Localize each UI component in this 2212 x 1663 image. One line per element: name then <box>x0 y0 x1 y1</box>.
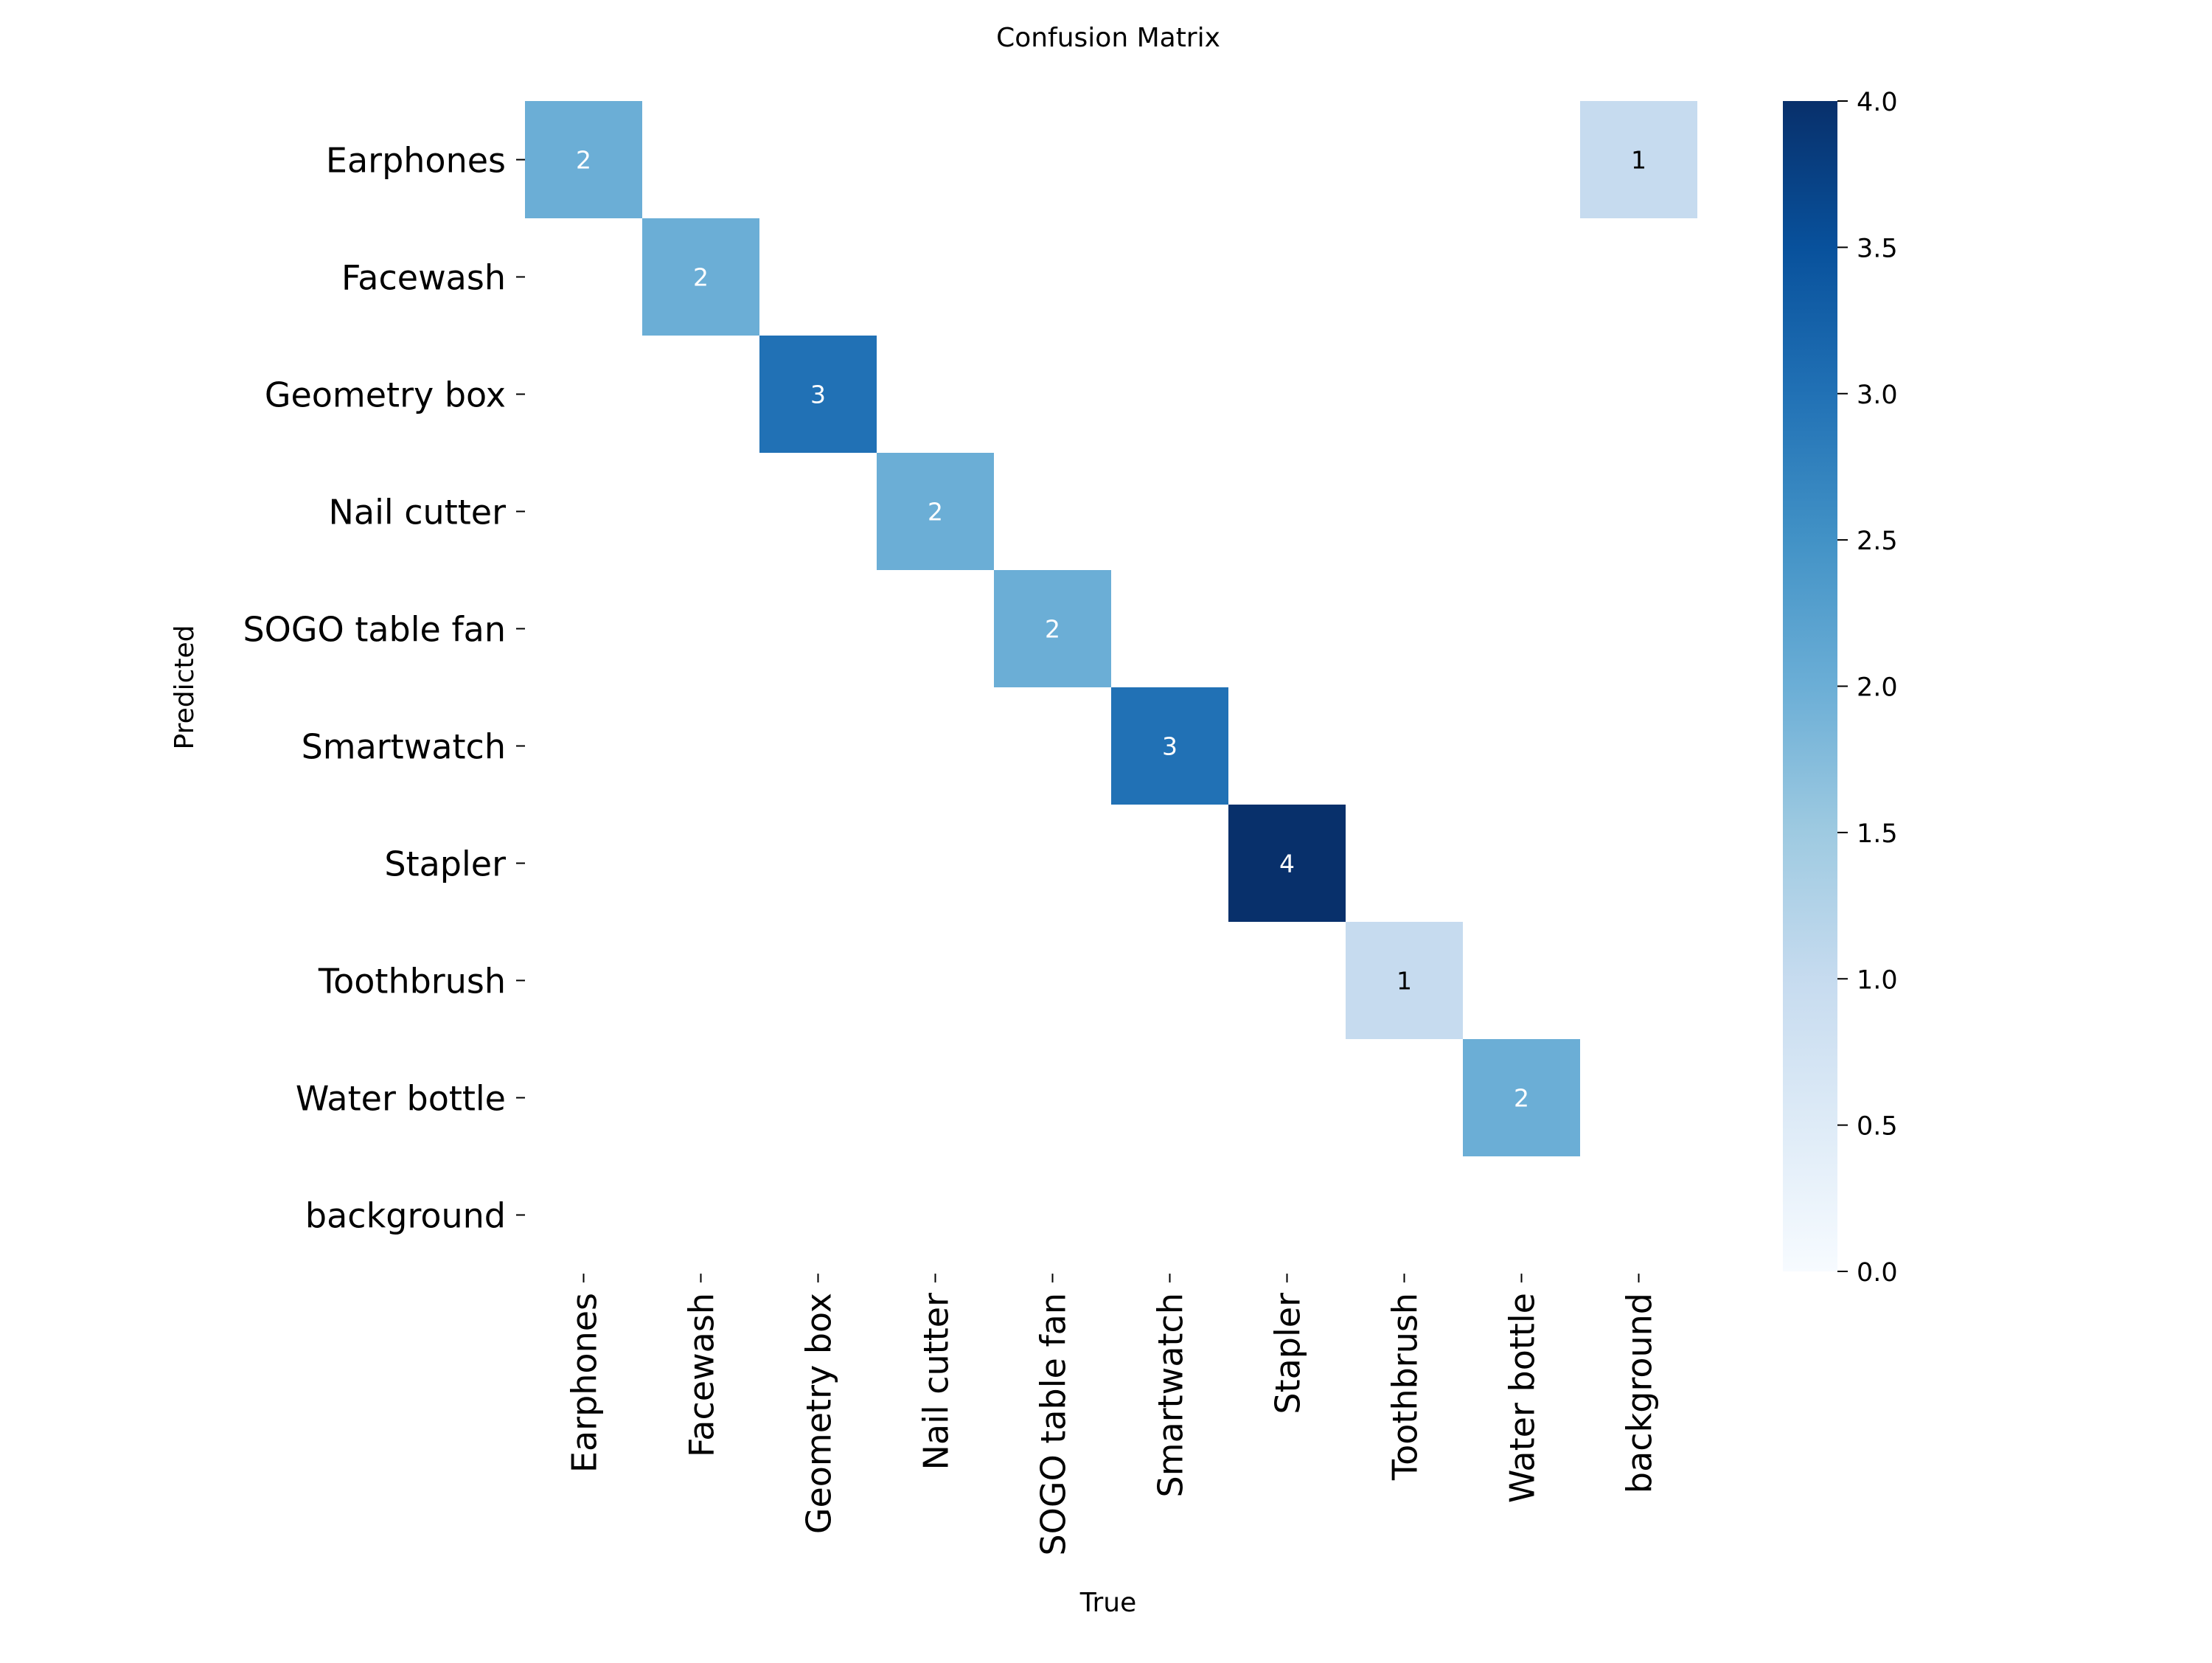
y-tick-label-earphones: Earphones <box>326 141 506 181</box>
colorbar-ticks: 0.0 0.5 1.0 1.5 2.0 2.5 3.0 3.5 4.0 <box>1837 88 1898 1288</box>
cell-facewash-facewash <box>642 218 759 336</box>
y-tick-labels: Earphones Facewash Geometry box Nail cutter… <box>243 141 525 1236</box>
cell-nail-cutter-nail-cutter <box>877 453 994 570</box>
cell-sogo-table-fan-sogo-table-fan <box>994 570 1111 687</box>
x-tick-label-water-bottle: Water bottle <box>1503 1293 1543 1503</box>
cell-earphones-background-label: 1 <box>1631 146 1646 175</box>
x-tick-label-earphones: Earphones <box>565 1293 605 1473</box>
y-tick-label-water-bottle: Water bottle <box>296 1079 506 1119</box>
colorbar-tick-label-0-0: 0.0 <box>1857 1258 1898 1288</box>
cell-water-bottle-water-bottle <box>1463 1039 1580 1156</box>
y-axis-label: Predicted <box>170 625 200 750</box>
heatmap-cells: 2 1 2 3 2 2 3 4 1 2 <box>525 101 1697 1156</box>
x-tick-label-geometry-box: Geometry box <box>799 1293 839 1534</box>
cell-smartwatch-smartwatch <box>1111 687 1228 805</box>
cell-nail-cutter-nail-cutter-label: 2 <box>928 498 943 527</box>
x-tick-label-facewash: Facewash <box>682 1293 722 1457</box>
x-tick-label-stapler: Stapler <box>1268 1293 1308 1414</box>
x-tick-label-toothbrush: Toothbrush <box>1385 1293 1425 1481</box>
cell-facewash-facewash-label: 2 <box>693 263 709 292</box>
y-tick-label-sogo-table-fan: SOGO table fan <box>243 610 506 650</box>
cell-earphones-background <box>1580 101 1697 218</box>
colorbar <box>1783 101 1837 1271</box>
y-tick-label-smartwatch: Smartwatch <box>302 727 506 767</box>
cell-smartwatch-smartwatch-label: 3 <box>1162 732 1178 761</box>
cell-toothbrush-toothbrush-label: 1 <box>1397 967 1412 996</box>
x-tick-label-smartwatch: Smartwatch <box>1151 1293 1191 1497</box>
cell-toothbrush-toothbrush <box>1346 922 1463 1039</box>
colorbar-tick-label-4-0: 4.0 <box>1857 88 1898 117</box>
colorbar-tick-label-3-0: 3.0 <box>1857 381 1898 410</box>
y-tick-label-toothbrush: Toothbrush <box>318 962 506 1001</box>
colorbar-tick-label-1-0: 1.0 <box>1857 965 1898 995</box>
cell-geometry-box-geometry-box-label: 3 <box>810 381 826 409</box>
chart-title: Confusion Matrix <box>996 23 1220 53</box>
x-axis-label: True <box>1079 1588 1136 1618</box>
colorbar-tick-label-0-5: 0.5 <box>1857 1112 1898 1142</box>
cell-stapler-stapler-label: 4 <box>1279 850 1295 878</box>
cell-earphones-earphones-label: 2 <box>576 146 591 175</box>
y-tick-label-geometry-box: Geometry box <box>265 375 506 415</box>
cell-water-bottle-water-bottle-label: 2 <box>1514 1084 1529 1113</box>
colorbar-tick-label-2-5: 2.5 <box>1857 527 1898 556</box>
cell-geometry-box-geometry-box <box>759 336 877 453</box>
cell-earphones-earphones <box>525 101 642 218</box>
cell-sogo-table-fan-sogo-table-fan-label: 2 <box>1045 615 1060 644</box>
x-tick-label-nail-cutter: Nail cutter <box>917 1293 956 1471</box>
colorbar-tick-label-2-0: 2.0 <box>1857 673 1898 703</box>
x-tick-labels: Earphones Facewash Geometry box Nail cutter… <box>565 1274 1660 1556</box>
colorbar-tick-label-3-5: 3.5 <box>1857 234 1898 263</box>
y-tick-label-facewash: Facewash <box>341 258 506 298</box>
x-tick-label-sogo-table-fan: SOGO table fan <box>1034 1293 1074 1556</box>
y-tick-label-stapler: Stapler <box>384 844 506 884</box>
y-tick-label-nail-cutter: Nail cutter <box>328 493 506 532</box>
x-tick-label-background: background <box>1620 1293 1660 1493</box>
colorbar-tick-label-1-5: 1.5 <box>1857 819 1898 849</box>
cell-stapler-stapler <box>1228 805 1346 922</box>
y-tick-label-background: background <box>305 1196 506 1236</box>
